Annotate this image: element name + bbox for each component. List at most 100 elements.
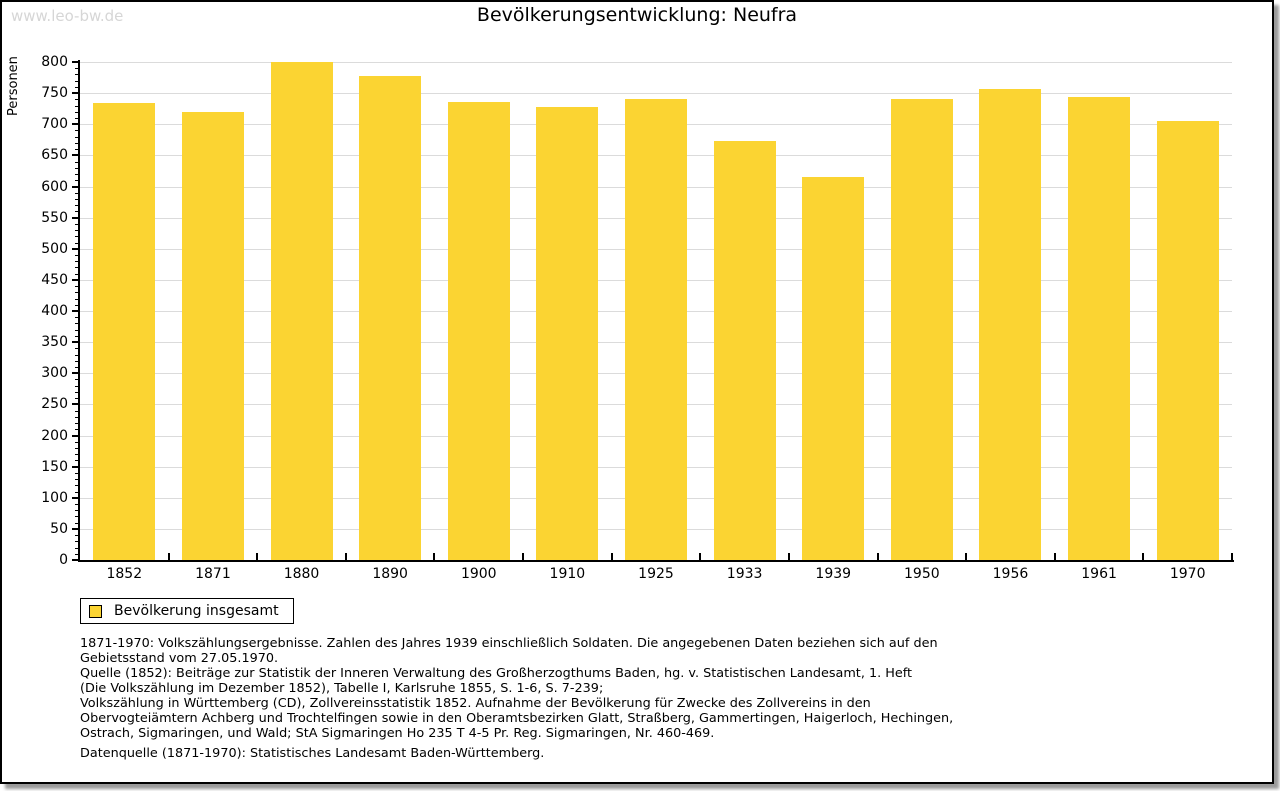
y-tick-200 (72, 434, 79, 437)
x-tick-label-1970: 1970 (1169, 566, 1206, 582)
x-tick (1231, 553, 1233, 560)
bar-1871 (181, 111, 244, 560)
footer-note-line: (Die Volkszählung im Dezember 1852), Tab… (80, 681, 604, 696)
y-minor-tick (75, 503, 79, 505)
bar-1939 (802, 176, 865, 560)
y-minor-tick (75, 242, 79, 244)
x-axis-line (78, 560, 1234, 562)
bar-1933 (713, 141, 776, 560)
y-tick-600 (72, 185, 79, 188)
legend-label: Bevölkerung insgesamt (114, 603, 279, 619)
y-minor-tick (75, 516, 79, 518)
x-tick-label-1900: 1900 (460, 566, 497, 582)
footer-note-line: Obervogteiämtern Achberg und Trochtelfin… (80, 711, 954, 726)
y-tick-150 (72, 465, 79, 468)
y-minor-tick (75, 273, 79, 275)
y-minor-tick (75, 167, 79, 169)
y-tick-800 (72, 61, 79, 63)
y-minor-tick (75, 174, 79, 176)
y-minor-tick (75, 105, 79, 107)
bar-1956 (979, 89, 1042, 560)
y-tick-100 (72, 496, 79, 499)
bar-1890 (359, 76, 422, 560)
y-minor-tick (75, 429, 79, 431)
y-minor-tick (75, 348, 79, 350)
footer-datenquelle: Datenquelle (1871-1970): Statistisches L… (80, 746, 545, 761)
y-tick-label-400: 400 (41, 303, 68, 319)
y-minor-tick (75, 522, 79, 524)
x-tick-label-1890: 1890 (372, 566, 408, 582)
y-tick-50 (72, 527, 79, 530)
y-minor-tick (75, 329, 79, 331)
x-tick (522, 553, 525, 560)
y-minor-tick (75, 267, 79, 269)
y-tick-label-0: 0 (59, 552, 68, 568)
x-tick-label-1871: 1871 (195, 566, 231, 582)
y-minor-tick (75, 323, 79, 325)
footer-note-line: 1871-1970: Volkszählungsergebnisse. Zahl… (80, 636, 938, 651)
x-tick (699, 553, 702, 560)
y-tick-label-500: 500 (41, 240, 68, 257)
y-minor-tick (75, 236, 79, 238)
footer-note-line: Quelle (1852): Beiträge zur Statistik de… (80, 666, 913, 681)
x-tick (167, 553, 170, 560)
x-tick (610, 553, 613, 560)
y-tick-550 (72, 216, 79, 219)
y-tick-300 (72, 372, 79, 375)
y-minor-tick (75, 535, 79, 537)
gridline-750 (80, 93, 1232, 95)
x-tick-label-1950: 1950 (904, 566, 940, 582)
y-tick-450 (72, 278, 79, 281)
y-minor-tick (75, 298, 79, 300)
x-tick-label-1880: 1880 (283, 566, 320, 582)
y-tick-0 (72, 559, 79, 561)
y-minor-tick (75, 74, 79, 76)
y-tick-label-600: 600 (41, 178, 68, 195)
y-minor-tick (75, 491, 79, 493)
bar-1852 (93, 103, 156, 560)
footer-note-line: Ostrach, Sigmaringen, und Wald; StA Sigm… (80, 726, 715, 741)
y-minor-tick (75, 198, 79, 200)
y-tick-700 (72, 123, 79, 126)
y-tick-label-50: 50 (50, 520, 68, 537)
gridline-800 (80, 62, 1232, 63)
y-minor-tick (75, 416, 79, 418)
y-minor-tick (75, 385, 79, 387)
bar-1970 (1156, 120, 1219, 560)
y-minor-tick (75, 80, 79, 82)
y-minor-tick (75, 553, 79, 555)
y-tick-400 (72, 310, 79, 312)
y-minor-tick (75, 541, 79, 543)
x-tick-label-1956: 1956 (992, 566, 1029, 582)
y-minor-tick (75, 485, 79, 487)
y-tick-label-800: 800 (41, 54, 68, 70)
y-minor-tick (75, 391, 79, 393)
y-minor-tick (75, 454, 79, 456)
y-minor-tick (75, 286, 79, 288)
y-minor-tick (75, 379, 79, 381)
y-minor-tick (75, 354, 79, 356)
y-tick-500 (72, 247, 79, 250)
bar-1880 (270, 62, 333, 560)
x-tick-label-1910: 1910 (549, 566, 586, 582)
y-tick-label-250: 250 (41, 396, 68, 413)
y-tick-650 (72, 154, 79, 157)
y-tick-750 (72, 92, 79, 95)
bar-1925 (625, 98, 687, 560)
y-minor-tick (75, 68, 79, 70)
y-tick-label-750: 750 (41, 85, 68, 102)
y-axis-title: Personen (6, 56, 21, 116)
y-minor-tick (75, 130, 79, 132)
y-minor-tick (75, 510, 79, 512)
x-tick (344, 553, 347, 560)
y-tick-label-700: 700 (41, 116, 68, 133)
footer-note-line: Volkszählung in Württemberg (CD), Zollve… (80, 696, 871, 711)
y-tick-label-450: 450 (41, 271, 68, 288)
y-minor-tick (75, 360, 79, 362)
chart-title: Bevölkerungsentwicklung: Neufra (476, 4, 798, 26)
legend-swatch-icon (89, 604, 102, 618)
y-tick-label-650: 650 (41, 147, 68, 164)
footer-note-line: Gebietsstand vom 27.05.1970. (80, 651, 279, 666)
watermark-text: www.leo-bw.de (11, 7, 124, 25)
